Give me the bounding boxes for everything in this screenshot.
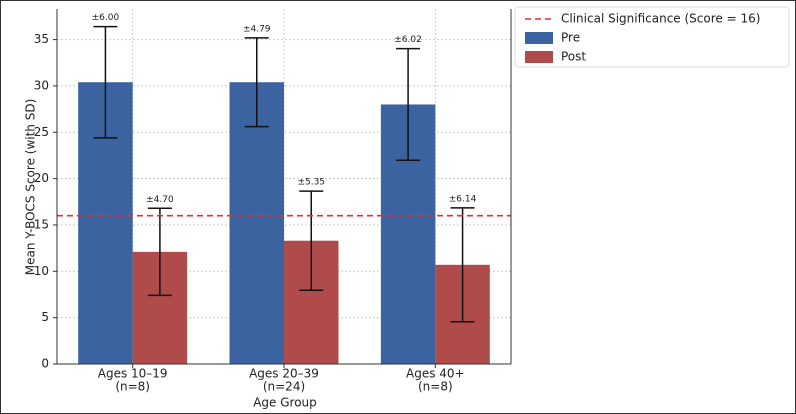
legend-label: Post — [561, 50, 586, 64]
legend-swatch — [525, 32, 553, 44]
y-tick-label: 25 — [34, 125, 49, 139]
legend-label: Clinical Significance (Score = 16) — [561, 12, 760, 26]
y-tick-label: 20 — [34, 171, 49, 185]
legend-box — [514, 6, 790, 68]
error-label: ±4.70 — [146, 195, 174, 205]
y-axis-label: Mean Y-BOCS Score (with SD) — [24, 99, 38, 276]
x-tick-label: (n=8) — [418, 380, 453, 394]
y-tick-label: 0 — [41, 357, 49, 371]
error-label: ±4.79 — [243, 24, 271, 34]
x-tick-label: (n=24) — [263, 380, 305, 394]
y-tick-label: 10 — [34, 264, 49, 278]
bar — [229, 82, 284, 364]
error-label: ±6.02 — [394, 35, 422, 45]
x-axis-label: Age Group — [253, 396, 317, 410]
y-tick-label: 35 — [34, 32, 49, 46]
error-label: ±6.00 — [92, 13, 120, 23]
legend-swatch — [525, 51, 553, 63]
y-tick-label: 15 — [34, 217, 49, 231]
error-label: ±5.35 — [297, 178, 325, 188]
x-tick-label: Ages 10–19 — [98, 367, 168, 381]
y-tick-label: 30 — [34, 78, 49, 92]
error-label: ±6.14 — [449, 194, 477, 204]
x-tick-label: Ages 20–39 — [249, 367, 319, 381]
x-tick-label: (n=8) — [115, 380, 150, 394]
legend-label: Pre — [561, 31, 580, 45]
y-tick-label: 5 — [41, 310, 49, 324]
x-tick-label: Ages 40+ — [406, 367, 465, 381]
